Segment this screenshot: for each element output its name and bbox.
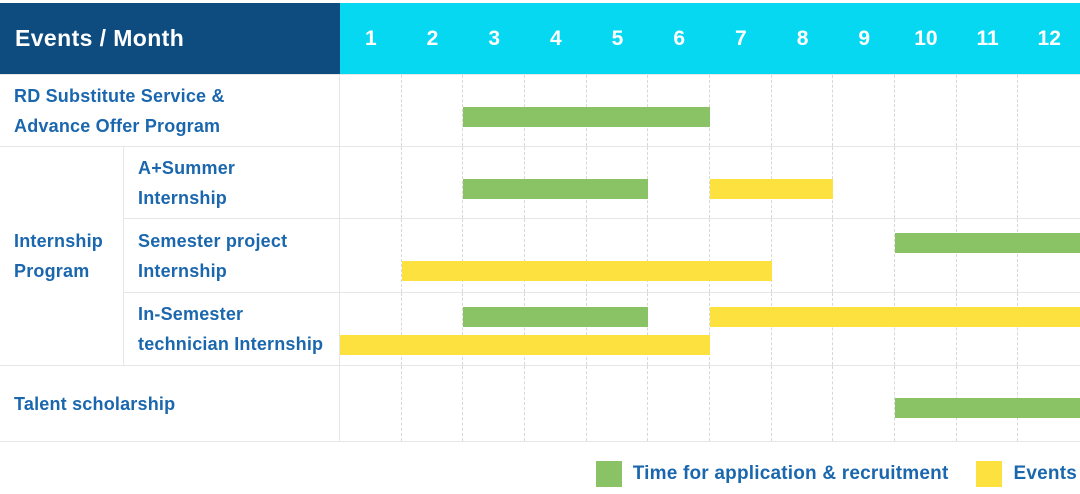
legend-label-events: Events — [1013, 463, 1077, 484]
row-label-rd-substitute-service-advance-offer-program: RD Substitute Service & Advance Offer Pro… — [0, 75, 340, 147]
month-column — [463, 366, 525, 441]
timeline-row — [340, 219, 1080, 293]
timeline-row — [340, 147, 1080, 219]
label-line: Program — [14, 261, 90, 281]
month-label-12: 12 — [1037, 26, 1061, 50]
month-label-11: 11 — [976, 26, 999, 50]
legend-item-application: Time for application & recruitment — [595, 461, 949, 487]
month-label-9: 9 — [858, 26, 871, 50]
label-line: Internship — [138, 187, 228, 208]
group-label-internship-program: Internship Program — [0, 147, 124, 366]
row-label-semester-project-internship: Semester project Internship — [124, 219, 340, 293]
events-month-header: Events / Month — [0, 3, 340, 75]
row-label-a-summer-internship: A+Summer Internship — [124, 147, 340, 219]
month-column — [772, 293, 834, 365]
month-column — [525, 366, 587, 441]
month-column — [1018, 293, 1080, 365]
month-column — [710, 293, 772, 365]
month-column — [710, 366, 772, 441]
label-line: RD Substitute Service & — [14, 85, 225, 106]
month-label-8: 8 — [796, 26, 809, 50]
month-column — [957, 293, 1019, 365]
month-column — [525, 219, 587, 292]
events-yellow-swatch-icon — [976, 461, 1003, 487]
bar-application-months-10-12 — [895, 398, 1080, 418]
month-column — [587, 366, 649, 441]
month-column — [1018, 219, 1080, 292]
timeline-row — [340, 75, 1080, 147]
bar-application-months-3-5 — [463, 179, 649, 199]
month-column — [833, 366, 895, 441]
month-label-5: 5 — [611, 26, 624, 50]
month-label-4: 4 — [550, 26, 562, 50]
month-column — [340, 75, 402, 146]
row-label-in-semester-technician-internship: In-Semester technician Internship — [124, 293, 340, 366]
bar-event-months-1-6 — [340, 335, 710, 355]
bar-event-months-7-12 — [710, 307, 1080, 327]
month-column — [772, 219, 834, 292]
month-column — [340, 366, 402, 441]
month-label-2: 2 — [426, 26, 439, 50]
month-column — [648, 147, 710, 218]
label-line: Semester project — [138, 230, 288, 251]
month-column — [1018, 147, 1080, 218]
bar-application-months-3-5 — [463, 307, 649, 327]
label-line: technician Internship — [138, 334, 324, 354]
month-column — [957, 147, 1019, 218]
label-line: Internship — [14, 231, 104, 251]
month-column — [402, 219, 464, 292]
month-column — [895, 75, 957, 146]
month-label-3: 3 — [488, 26, 501, 50]
month-column — [833, 293, 895, 365]
month-label-6: 6 — [673, 26, 686, 50]
legend-label-application: Time for application & recruitment — [632, 463, 949, 484]
month-column — [587, 219, 649, 292]
timeline-table: Events / Month 1 2 3 4 5 6 7 8 9 10 11 12 RD Substi… — [0, 3, 1080, 442]
label-line: Talent scholarship — [14, 393, 176, 414]
bar-application-months-10-12 — [895, 233, 1080, 253]
bar-event-months-2-7 — [401, 261, 772, 281]
month-column — [340, 147, 402, 218]
month-column — [772, 75, 834, 146]
month-label-1: 1 — [364, 26, 377, 50]
month-column — [833, 147, 895, 218]
application-green-swatch-icon — [595, 461, 622, 487]
month-column — [710, 219, 772, 292]
month-column — [833, 75, 895, 146]
month-column — [648, 366, 710, 441]
month-column — [710, 75, 772, 146]
month-column — [957, 75, 1019, 146]
month-column — [895, 219, 957, 292]
label-line: A+Summer — [138, 157, 236, 178]
timeline-row — [340, 293, 1080, 366]
month-column — [772, 366, 834, 441]
label-line: In-Semester — [138, 304, 244, 324]
month-label-7: 7 — [735, 26, 747, 50]
label-line: Advance Offer Program — [14, 115, 221, 136]
timeline-row — [340, 366, 1080, 442]
row-label-talent-scholarship: Talent scholarship — [0, 366, 340, 442]
month-column — [463, 219, 525, 292]
month-column — [402, 366, 464, 441]
month-column — [340, 219, 402, 292]
month-column — [648, 219, 710, 292]
bar-event-months-7-8 — [710, 179, 834, 199]
legend-item-events: Events — [976, 461, 1077, 487]
legend: Time for application & recruitment Event… — [595, 461, 1077, 487]
month-column — [402, 147, 464, 218]
month-column — [833, 219, 895, 292]
month-column — [1018, 75, 1080, 146]
month-column — [895, 147, 957, 218]
month-column — [895, 293, 957, 365]
month-column — [402, 75, 464, 146]
months-header-row: 1 2 3 4 5 6 7 8 9 10 11 12 — [340, 3, 1080, 75]
bar-application-months-3-6 — [463, 107, 710, 127]
month-column — [957, 219, 1019, 292]
month-label-10: 10 — [914, 26, 938, 50]
label-line: Internship — [138, 260, 228, 281]
